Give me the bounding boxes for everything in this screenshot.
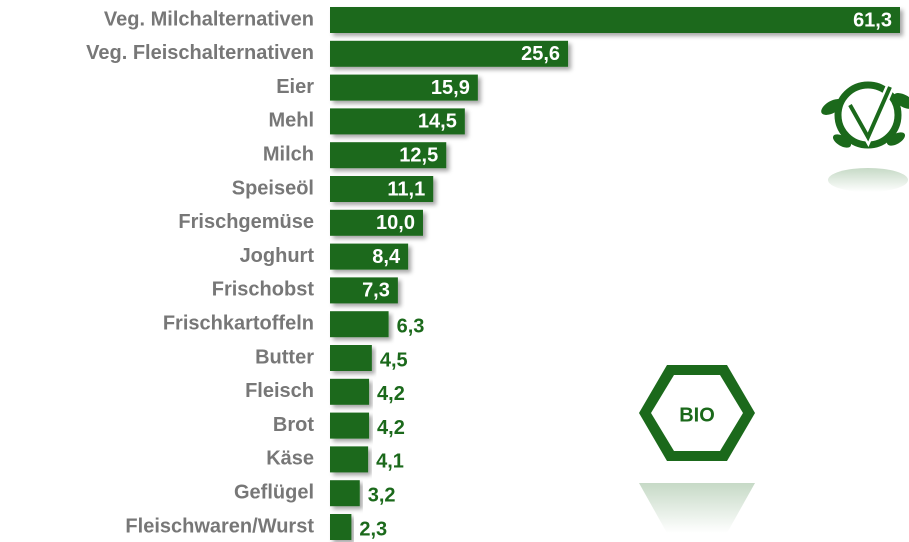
bar	[330, 311, 389, 338]
value-label: 15,9	[431, 77, 470, 99]
category-label: Veg. Milchalternativen	[104, 8, 314, 30]
value-label: 25,6	[521, 43, 560, 65]
value-label: 4,2	[377, 417, 405, 439]
category-label: Geflügel	[234, 481, 314, 503]
value-label: 4,1	[376, 451, 404, 473]
bar	[330, 74, 478, 101]
value-label: 61,3	[853, 9, 892, 31]
bar	[330, 277, 398, 304]
bar	[330, 142, 447, 169]
category-label: Speiseöl	[232, 177, 314, 199]
value-label: 12,5	[399, 144, 438, 166]
bar	[330, 446, 369, 473]
value-label: 14,5	[418, 111, 457, 133]
logo-label: BIO	[679, 404, 715, 426]
leaf-logo	[821, 81, 909, 192]
bio-logo: BIO	[639, 365, 755, 533]
bar	[330, 40, 569, 67]
bar	[330, 514, 352, 540]
bar	[330, 243, 409, 270]
category-label: Eier	[276, 76, 314, 98]
bar	[330, 412, 370, 439]
value-label: 6,3	[397, 315, 425, 337]
category-label: Mehl	[268, 110, 314, 132]
category-label: Joghurt	[240, 245, 315, 267]
category-label: Frischkartoffeln	[163, 312, 314, 334]
category-label: Käse	[266, 448, 314, 470]
category-label: Milch	[263, 143, 314, 165]
bar	[330, 480, 360, 507]
category-label: Brot	[273, 414, 314, 436]
value-label: 11,1	[387, 178, 425, 200]
bar	[330, 345, 372, 371]
category-label: Veg. Fleischalternativen	[86, 42, 314, 64]
category-label: Fleischwaren/Wurst	[125, 515, 314, 537]
value-label: 4,5	[380, 349, 408, 371]
bar	[330, 7, 900, 33]
bar	[330, 108, 465, 135]
category-label: Butter	[255, 346, 314, 368]
value-label: 2,3	[359, 518, 387, 540]
value-label: 3,2	[368, 484, 396, 506]
value-label: 8,4	[372, 246, 401, 268]
value-label: 4,2	[377, 383, 405, 405]
value-label: 7,3	[362, 280, 390, 302]
bar	[330, 378, 370, 405]
bar	[330, 176, 434, 202]
bar	[330, 209, 423, 236]
category-label: Frischobst	[212, 279, 315, 301]
category-label: Frischgemüse	[178, 211, 314, 233]
category-label: Fleisch	[245, 380, 314, 402]
value-label: 10,0	[376, 212, 415, 234]
